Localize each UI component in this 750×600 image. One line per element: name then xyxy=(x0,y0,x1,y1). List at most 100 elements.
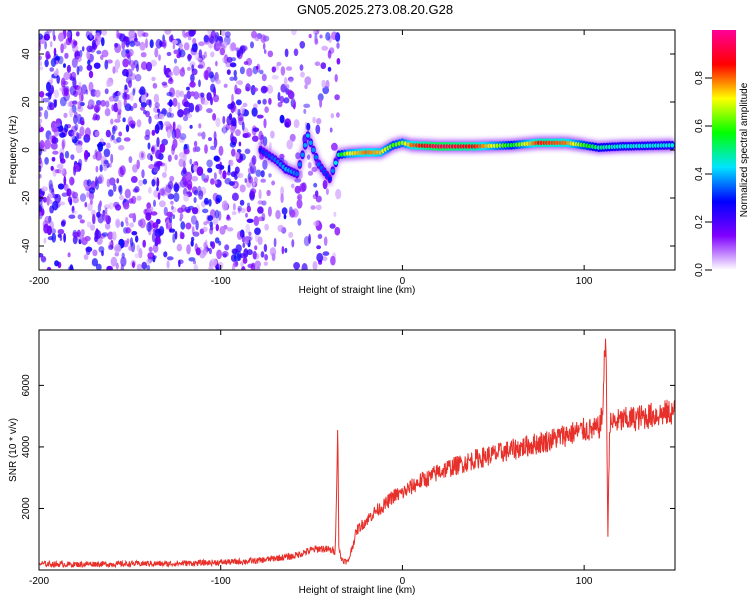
heatmap-cell xyxy=(80,229,85,237)
heatmap-cell xyxy=(261,200,267,206)
heatmap-cell xyxy=(304,84,308,90)
heatmap-cell xyxy=(259,69,264,75)
heatmap-cell xyxy=(47,193,52,202)
heatmap-cell xyxy=(91,213,95,225)
heatmap-cell xyxy=(79,193,87,202)
heatmap-cell xyxy=(115,90,120,97)
heatmap-cell xyxy=(136,159,140,170)
heatmap-cell xyxy=(313,30,319,35)
heatmap-cell xyxy=(154,102,160,109)
heatmap-cell xyxy=(39,165,42,173)
heatmap-cell xyxy=(263,49,267,54)
heatmap-cell xyxy=(297,218,302,226)
x-tick-label: -200 xyxy=(29,276,49,287)
heatmap-cell xyxy=(95,165,99,173)
heatmap-cell xyxy=(103,165,108,172)
heatmap-cell xyxy=(268,173,272,178)
heatmap-cell xyxy=(330,113,335,119)
x-tick-label: -100 xyxy=(211,276,231,287)
snr-x-axis: -200 -100 0 100 xyxy=(29,330,593,587)
heatmap-cell xyxy=(103,204,111,210)
colorbar-tick-label: 0.2 xyxy=(694,215,705,229)
heatmap-cell xyxy=(41,208,45,216)
y-tick-label: 40 xyxy=(21,48,32,60)
heatmap-cell xyxy=(129,40,136,47)
heatmap-cell xyxy=(112,231,117,241)
heatmap-cell xyxy=(334,74,338,83)
heatmap-cell xyxy=(209,221,213,228)
heatmap-cell xyxy=(76,65,80,76)
heatmap-cell xyxy=(162,172,167,178)
heatmap-cell xyxy=(215,79,221,85)
heatmap-cell xyxy=(144,134,150,141)
heatmap-cell xyxy=(46,266,52,270)
heatmap-cell xyxy=(294,185,301,194)
heatmap-cell xyxy=(307,170,314,176)
heatmap-cell xyxy=(51,156,56,162)
heatmap-cell xyxy=(251,155,257,166)
heatmap-cell xyxy=(195,220,199,231)
heatmap-cell xyxy=(215,60,218,67)
heatmap-cell xyxy=(250,41,254,49)
heatmap-cell xyxy=(299,41,306,49)
heatmap-cell xyxy=(143,110,147,115)
heatmap-cell xyxy=(252,250,257,260)
heatmap-cell xyxy=(328,47,335,54)
heatmap-cell xyxy=(333,160,338,165)
heatmap-cell xyxy=(213,155,220,162)
heatmap-cell xyxy=(114,252,120,257)
heatmap-cell xyxy=(171,145,175,156)
heatmap-cell xyxy=(129,237,134,248)
heatmap-cell xyxy=(44,41,47,50)
heatmap-cell xyxy=(125,124,130,133)
heatmap-cell xyxy=(136,63,139,72)
heatmap-cell xyxy=(39,118,43,124)
heatmap-cell xyxy=(226,227,234,232)
heatmap-cell xyxy=(43,237,47,244)
heatmap-cell xyxy=(158,113,165,120)
heatmap-cell xyxy=(81,46,85,52)
heatmap-cell xyxy=(151,129,156,136)
heatmap-cell xyxy=(221,200,228,211)
heatmap-cell xyxy=(329,127,333,133)
heatmap-cell xyxy=(183,148,190,155)
heatmap-cell xyxy=(166,211,174,218)
heatmap-cell xyxy=(88,101,92,107)
heatmap-cell xyxy=(126,68,133,78)
heatmap-cell xyxy=(222,115,226,125)
heatmap-cell xyxy=(67,101,71,107)
heatmap-cell xyxy=(99,164,103,172)
heatmap-cell xyxy=(123,201,130,210)
heatmap-cell xyxy=(184,206,191,213)
heatmap-cell xyxy=(327,66,332,72)
heatmap-cell xyxy=(71,178,75,185)
heatmap-cell xyxy=(235,244,242,253)
heatmap-ridge xyxy=(257,128,675,186)
heatmap-cell xyxy=(245,132,251,138)
heatmap-cell xyxy=(124,91,128,101)
heatmap-cell xyxy=(303,143,308,148)
heatmap-cell xyxy=(330,168,335,173)
heatmap-cell xyxy=(185,222,192,230)
heatmap-cell xyxy=(268,97,272,105)
heatmap-cell xyxy=(98,174,104,184)
heatmap-cell xyxy=(89,30,93,40)
heatmap-cell xyxy=(312,193,318,200)
heatmap-cell xyxy=(76,229,81,237)
heatmap-cell xyxy=(295,152,301,160)
heatmap-cell xyxy=(55,56,61,61)
heatmap-cell xyxy=(75,31,80,37)
x-tick-label: 0 xyxy=(400,576,406,587)
heatmap-cell xyxy=(192,146,197,153)
heatmap-cell xyxy=(174,181,179,192)
heatmap-cell xyxy=(252,127,260,132)
heatmap-cell xyxy=(260,134,264,145)
heatmap-cell xyxy=(314,61,321,66)
heatmap-cell xyxy=(119,33,126,42)
heatmap-cell xyxy=(105,222,111,230)
heatmap-cell xyxy=(260,34,267,44)
heatmap-cell xyxy=(140,106,146,111)
heatmap-cell xyxy=(262,159,268,170)
heatmap-cell xyxy=(95,32,101,38)
